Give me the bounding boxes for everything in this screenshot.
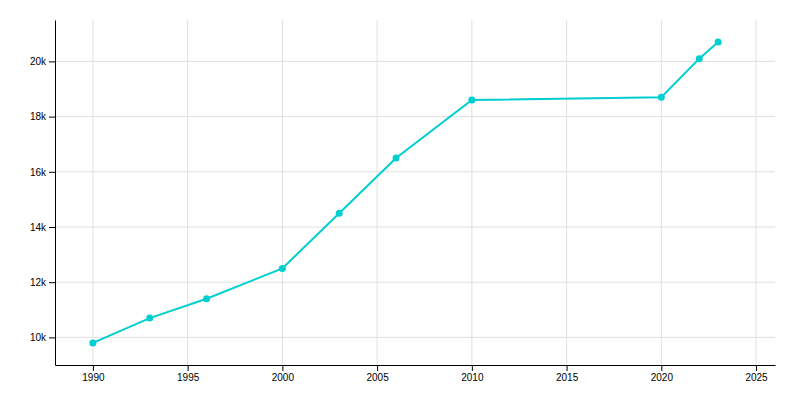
grid-line [187,20,188,365]
tick-mark [49,337,55,338]
plot-area: 1990 1995 2000 2005 2010 2015 2020 2025 10k 12k 14… [30,20,776,383]
tick: 2020 [651,365,674,383]
tick: 2025 [745,365,768,383]
axis-line [55,21,56,366]
tick-label: 12k [30,277,47,288]
grid-line [471,20,472,365]
grid-line [55,171,775,172]
tick: 1990 [82,365,105,383]
axis-line [56,365,776,366]
point [658,94,665,101]
tick-label: 2025 [745,372,768,383]
point [696,55,703,62]
tick-label: 1990 [82,372,105,383]
tick-mark [49,227,55,228]
tick-mark [49,172,55,173]
tick-label: 10k [30,332,47,343]
tick: 20k [30,56,55,67]
grid-line [377,20,378,365]
grid-line [756,20,757,365]
point [279,265,286,272]
point [715,39,722,46]
tick: 2005 [366,365,389,383]
tick-mark [282,365,283,371]
tick-label: 16k [30,167,47,178]
point [468,97,475,104]
tick-label: 2015 [556,372,579,383]
grid-line [92,20,93,365]
point [393,155,400,162]
tick-label: 2000 [272,372,295,383]
y-axis: 10k 12k 14k 16k 18k 20k [30,21,56,366]
tick-label: 18k [30,111,47,122]
tick-label: 14k [30,222,47,233]
point [336,210,343,217]
x-axis: 1990 1995 2000 2005 2010 2015 2020 2025 [56,365,776,383]
grid-line [661,20,662,365]
chart: 1990 1995 2000 2005 2010 2015 2020 2025 10k 12k 14… [0,0,800,400]
tick-label: 20k [30,56,47,67]
grid-line [566,20,567,365]
tick-label: 1995 [177,372,200,383]
tick-mark [49,61,55,62]
tick: 16k [30,167,55,178]
tick: 2015 [556,365,579,383]
tick-mark [377,365,378,371]
tick-mark [567,365,568,371]
tick-mark [49,282,55,283]
line [93,42,718,343]
grid-line [55,337,775,338]
tick: 1995 [177,365,200,383]
point [203,295,210,302]
tick-mark [188,365,189,371]
tick: 14k [30,222,55,233]
grid-line [55,61,775,62]
grid [55,20,775,365]
grid-line [282,20,283,365]
point [89,339,96,346]
grid-line [55,282,775,283]
tick: 18k [30,111,55,122]
tick-label: 2010 [461,372,484,383]
grid-line [55,116,775,117]
point [146,315,153,322]
grid-line [55,227,775,228]
tick-mark [661,365,662,371]
tick-label: 2005 [366,372,389,383]
tick: 10k [30,332,55,343]
tick: 12k [30,277,55,288]
tick-label: 2020 [651,372,674,383]
tick-mark [756,365,757,371]
marks [89,39,721,347]
tick-mark [472,365,473,371]
tick: 2000 [272,365,295,383]
tick-mark [93,365,94,371]
tick: 2010 [461,365,484,383]
tick-mark [49,117,55,118]
